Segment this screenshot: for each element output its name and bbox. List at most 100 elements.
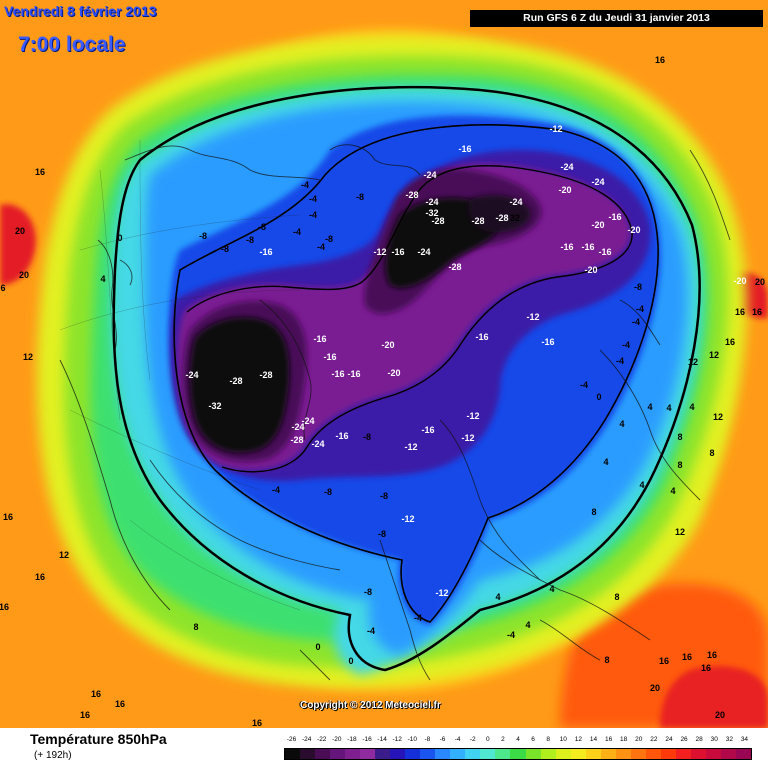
isotherm-label: -12: [549, 124, 562, 134]
color-scale-swatch: [570, 749, 586, 759]
color-scale-label: -2: [469, 736, 476, 743]
color-scale-swatch: [345, 749, 361, 759]
isotherm-label: -24: [291, 422, 304, 432]
color-scale-label: 4: [516, 736, 520, 743]
isotherm-label: -4: [507, 630, 515, 640]
color-scale-label: -10: [407, 736, 418, 743]
isotherm-label: 16: [655, 55, 665, 65]
isotherm-label: 8: [614, 592, 619, 602]
isotherm-label: 4: [495, 592, 500, 602]
map-title: Température 850hPa: [30, 731, 167, 747]
lead-time: (+ 192h): [34, 750, 72, 761]
isotherm-label: -20: [591, 220, 604, 230]
color-scale-swatch: [300, 749, 316, 759]
isotherm-label: 16: [80, 710, 90, 720]
isotherm-label: 16: [725, 337, 735, 347]
color-scale-swatch: [330, 749, 346, 759]
isotherm-label: 20: [715, 710, 725, 720]
isotherm-label: -8: [324, 487, 332, 497]
color-scale-label: -24: [301, 736, 312, 743]
model-run-box: Run GFS 6 Z du Jeudi 31 janvier 2013: [470, 10, 763, 27]
forecast-date: Vendredi 8 février 2013: [4, 3, 157, 19]
isotherm-label: -32: [425, 208, 438, 218]
isotherm-label: -12: [404, 442, 417, 452]
isotherm-labels: -12-16-24-24-24-20-28-24-32-24-28 -28 -28 3…: [0, 55, 765, 728]
isotherm-label: -8: [356, 192, 364, 202]
isotherm-label: -16: [323, 352, 336, 362]
isotherm-label: 4: [525, 620, 530, 630]
isotherm-label: -24: [560, 162, 573, 172]
color-scale-swatch: [555, 749, 571, 759]
color-scale-swatch: [315, 749, 331, 759]
color-scale-swatch: [540, 749, 556, 759]
color-scale-label: -20: [332, 736, 342, 743]
isotherm-label: 8: [709, 448, 714, 458]
isotherm-label: -28: [495, 213, 508, 223]
color-scale-label: 28: [695, 736, 703, 743]
color-scale-swatch: [510, 749, 526, 759]
isotherm-label: 8: [604, 655, 609, 665]
isotherm-label: 20: [15, 226, 25, 236]
color-scale-swatch: [660, 749, 676, 759]
color-scale-swatch: [450, 749, 466, 759]
temperature-map: -12-16-24-24-24-20-28-24-32-24-28 -28 -28 3…: [0, 0, 768, 728]
isotherm-label: -8: [363, 432, 371, 442]
isotherm-label: -4: [293, 227, 301, 237]
isotherm-label: -8: [380, 491, 388, 501]
color-scale-swatch: [675, 749, 691, 759]
color-scale-swatch: [285, 749, 301, 759]
isotherm-label: 4: [670, 486, 675, 496]
graticule: [59, 139, 301, 611]
isotherm-label: 16: [752, 307, 762, 317]
color-scale-swatch: [630, 749, 646, 759]
isotherm-label: -24: [509, 197, 522, 207]
isotherm-label: -16: [560, 242, 573, 252]
isotherm-label: 32: [510, 213, 520, 223]
isotherm-label: -8: [634, 282, 642, 292]
isotherm-minus8: [173, 124, 659, 623]
isotherm-label: -28: [290, 435, 303, 445]
map-footer: Température 850hPa (+ 192h) -26 -24 -22 -20…: [0, 728, 768, 768]
color-scale-swatch: [600, 749, 616, 759]
isotherm-label: -8: [246, 235, 254, 245]
isotherm-label: -16: [421, 425, 434, 435]
isotherm-label: -8: [199, 231, 207, 241]
isotherm-label: -16: [313, 334, 326, 344]
isotherm-label: -16: [347, 369, 360, 379]
isotherm-label: 4: [647, 402, 652, 412]
cold-core-north: [385, 197, 501, 288]
isotherm-label: -4: [414, 613, 422, 623]
isotherm-label: -24: [423, 170, 436, 180]
forecast-time: 7:00 locale: [18, 33, 126, 56]
isotherm-label: -4: [301, 180, 309, 190]
isotherm-label: 6: [0, 283, 5, 293]
isotherm-label: 16: [35, 167, 45, 177]
color-scale-swatch: [480, 749, 496, 759]
isotherm-label: -16: [458, 144, 471, 154]
isotherm-label: 12: [23, 352, 33, 362]
isotherm-label: -4: [580, 380, 588, 390]
isotherm-label: -24: [185, 370, 198, 380]
color-scale-label: -12: [392, 736, 402, 743]
isotherm-label: 0: [596, 392, 601, 402]
isotherm-label: 4: [666, 403, 671, 413]
isotherm-label: 12: [709, 350, 719, 360]
color-scale-label: -18: [347, 736, 357, 743]
color-scale-label: 14: [589, 736, 598, 743]
isotherm-label: 0: [117, 233, 122, 243]
isotherm-label: 16: [0, 602, 9, 612]
color-scale-label: 20: [635, 736, 643, 743]
color-scale-label: 26: [680, 736, 688, 743]
isotherm-label: 4: [619, 419, 624, 429]
isotherm-label: 20: [755, 277, 765, 287]
isotherm-label: 4: [639, 480, 644, 490]
color-scale-swatch: [705, 749, 721, 759]
isotherm-label: 12: [675, 527, 685, 537]
isotherm-label: -24: [425, 197, 438, 207]
isotherm-label: -20: [733, 276, 746, 286]
color-scale-label: 8: [546, 736, 550, 743]
isotherm-label: 16: [707, 650, 717, 660]
isotherm-label: 20: [19, 270, 29, 280]
cold-patch-ne: [468, 194, 531, 233]
